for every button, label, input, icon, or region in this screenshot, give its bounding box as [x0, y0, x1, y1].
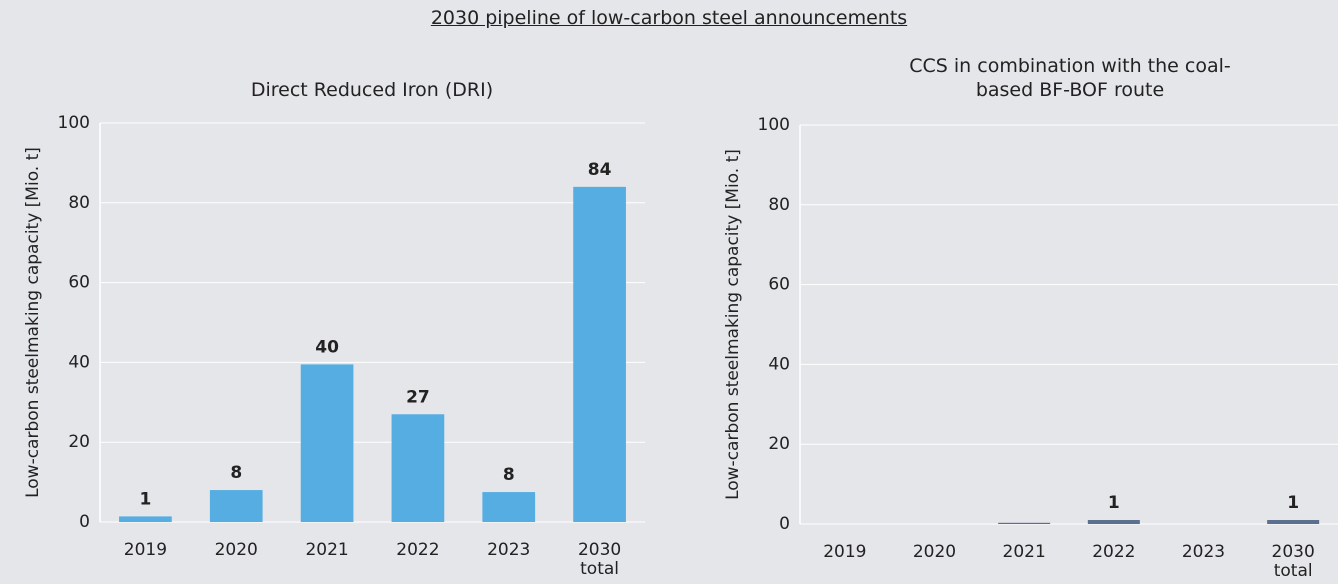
y-tick-label: 20 — [768, 434, 790, 454]
x-tick-label: 2020 — [214, 540, 258, 560]
value-label: 1 — [1287, 493, 1299, 513]
bar — [119, 516, 172, 522]
y-tick-label: 40 — [68, 352, 90, 372]
x-tick-label: 2023 — [1181, 542, 1226, 562]
y-axis-label: Low-carbon steelmaking capacity [Mio. t] — [23, 147, 43, 498]
bar — [1267, 520, 1320, 524]
y-tick-label: 80 — [68, 193, 90, 213]
value-label: 27 — [406, 387, 430, 407]
x-tick-label: 2030 total — [577, 540, 622, 579]
bar — [209, 490, 263, 522]
x-tick-label: 2019 — [823, 542, 867, 562]
x-tick-label: 2019 — [123, 540, 168, 560]
bar — [1087, 520, 1140, 524]
y-tick-label: 80 — [768, 195, 790, 215]
x-tick-label: 2021 — [1002, 542, 1046, 562]
bar — [482, 492, 536, 522]
x-tick-label: 2023 — [487, 540, 531, 560]
page-title: 2030 pipeline of low-carbon steel announ… — [430, 7, 908, 29]
chart-title: Direct Reduced Iron (DRI) — [250, 79, 494, 101]
x-tick-label: 2022 — [396, 540, 440, 560]
value-label: 8 — [503, 465, 515, 485]
x-tick-label: 2022 — [1092, 542, 1136, 562]
value-label: 1 — [1108, 493, 1120, 513]
chart-title: CCS in combination with the coal-based B… — [909, 55, 1231, 101]
y-tick-label: 0 — [79, 512, 90, 532]
x-tick-label: 2020 — [912, 542, 957, 562]
bar — [573, 186, 626, 522]
y-tick-label: 20 — [68, 432, 90, 452]
y-tick-label: 40 — [768, 354, 790, 374]
x-tick-label: 2030 total — [1271, 542, 1315, 581]
bar — [391, 414, 445, 522]
y-tick-label: 100 — [758, 115, 790, 135]
y-tick-label: 60 — [768, 275, 790, 295]
value-label: 84 — [588, 160, 612, 180]
y-axis-label: Low-carbon steelmaking capacity [Mio. t] — [723, 149, 743, 500]
value-label: 8 — [230, 463, 242, 483]
x-tick-label: 2021 — [305, 540, 349, 560]
bar — [998, 522, 1051, 524]
value-label: 1 — [139, 489, 151, 509]
y-tick-label: 100 — [58, 113, 90, 133]
value-label: 40 — [315, 337, 339, 357]
y-tick-label: 0 — [779, 514, 790, 534]
bar — [300, 364, 354, 522]
y-tick-label: 60 — [68, 273, 90, 293]
